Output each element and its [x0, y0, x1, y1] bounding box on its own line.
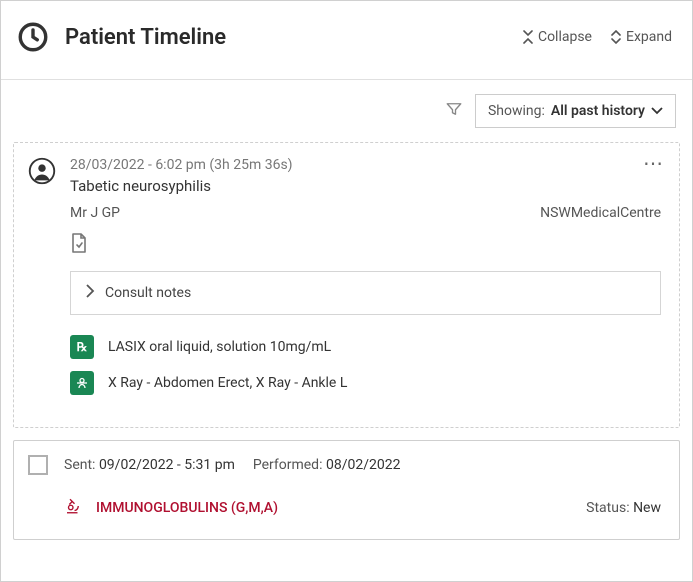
microscope-icon — [64, 497, 82, 519]
rx-badge-icon: ℞ — [70, 335, 94, 359]
expand-icon — [610, 30, 622, 44]
patient-timeline-panel: Patient Timeline Collapse Expand — [0, 0, 693, 582]
collapse-icon — [522, 30, 534, 44]
entry-more-button[interactable]: ⋯ — [643, 153, 665, 173]
person-icon — [28, 157, 56, 185]
performed-value: 08/02/2022 — [326, 457, 401, 473]
consult-notes-toggle[interactable]: Consult notes — [70, 271, 661, 315]
clock-icon — [15, 19, 51, 55]
filter-bar: Showing: All past history — [1, 80, 692, 142]
medication-text: LASIX oral liquid, solution 10mg/mL — [108, 339, 331, 355]
document-icon[interactable] — [70, 233, 88, 257]
lab-result-row: IMMUNOGLOBULINS (G,M,A) Status: New — [28, 497, 661, 519]
order-row: X Ray - Abdomen Erect, X Ray - Ankle L — [70, 371, 661, 395]
expand-button[interactable]: Expand — [610, 29, 672, 45]
sent-value: 09/02/2022 - 5:31 pm — [99, 457, 235, 473]
performed-label: Performed: — [253, 457, 323, 473]
entry-diagnosis: Tabetic neurosyphilis — [70, 177, 661, 195]
filter-icon[interactable] — [445, 100, 463, 122]
lab-name[interactable]: IMMUNOGLOBULINS (G,M,A) — [96, 500, 572, 516]
status-label: Status: — [586, 500, 629, 516]
collapse-label: Collapse — [538, 29, 592, 45]
entry-facility: NSWMedicalCentre — [540, 205, 661, 221]
sent-performed-row: Sent: 09/02/2022 - 5:31 pm Performed: 08… — [64, 457, 400, 473]
medication-row: ℞ LASIX oral liquid, solution 10mg/mL — [70, 335, 661, 359]
chevron-right-icon — [85, 284, 95, 302]
panel-title: Patient Timeline — [65, 25, 508, 50]
showing-label: Showing: — [488, 103, 545, 119]
timeline-entry: Sent: 09/02/2022 - 5:31 pm Performed: 08… — [13, 440, 680, 540]
status-value: New — [633, 500, 661, 516]
showing-dropdown[interactable]: Showing: All past history — [475, 94, 676, 128]
sent-label: Sent: — [64, 457, 95, 473]
timeline-entry: ⋯ 28/03/2022 - 6:02 pm (3h 25m 36s) Tabe… — [13, 142, 680, 428]
lab-status: Status: New — [586, 500, 661, 516]
xray-badge-icon — [70, 371, 94, 395]
timeline-body: ⋯ 28/03/2022 - 6:02 pm (3h 25m 36s) Tabe… — [1, 142, 692, 581]
chevron-down-icon — [651, 103, 663, 119]
consult-notes-label: Consult notes — [105, 285, 191, 301]
entry-provider: Mr J GP — [70, 205, 120, 221]
collapse-button[interactable]: Collapse — [522, 29, 592, 45]
panel-header: Patient Timeline Collapse Expand — [1, 1, 692, 80]
order-text: X Ray - Abdomen Erect, X Ray - Ankle L — [108, 375, 347, 391]
entry-checkbox[interactable] — [28, 455, 48, 475]
collapse-expand-controls: Collapse Expand — [522, 29, 672, 45]
entry-datetime: 28/03/2022 - 6:02 pm (3h 25m 36s) — [70, 157, 661, 173]
expand-label: Expand — [626, 29, 672, 45]
showing-value: All past history — [551, 103, 645, 119]
